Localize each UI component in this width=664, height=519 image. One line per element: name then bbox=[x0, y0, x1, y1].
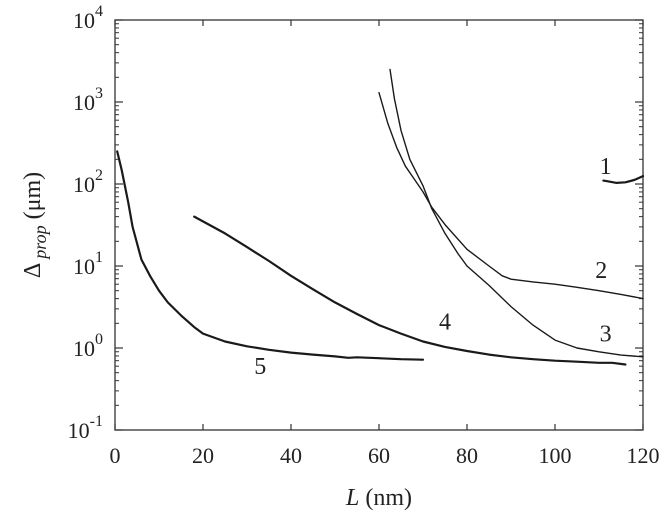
curve-label-5: 5 bbox=[254, 354, 266, 380]
y-tick-label: 103 bbox=[73, 85, 103, 115]
x-tick-label: 60 bbox=[368, 443, 390, 468]
axis-ticks bbox=[114, 19, 644, 431]
series-lines bbox=[116, 68, 645, 366]
x-tick-label: 80 bbox=[456, 443, 478, 468]
y-axis-label-symbol: Δ bbox=[20, 263, 46, 278]
curve-label-1: 1 bbox=[600, 154, 612, 180]
series-line-5 bbox=[116, 150, 425, 361]
x-tick-label: 120 bbox=[627, 443, 660, 468]
y-tick-labels: 10-1 100 101 102 103 104 bbox=[68, 3, 103, 443]
curve-label-4: 4 bbox=[439, 310, 451, 336]
curve-label-2: 2 bbox=[595, 258, 607, 284]
x-axis-label-var: L bbox=[345, 485, 359, 511]
x-axis-label: L (nm) bbox=[345, 485, 412, 511]
y-axis-label-unit: (μm) bbox=[20, 172, 46, 226]
x-tick-labels: 0 20 40 60 80 100 120 bbox=[110, 443, 660, 468]
y-tick-label: 102 bbox=[73, 167, 103, 197]
y-axis-label-subscript: prop bbox=[30, 225, 50, 260]
y-tick-label: 104 bbox=[73, 3, 103, 33]
x-tick-label: 100 bbox=[539, 443, 572, 468]
y-tick-label: 101 bbox=[73, 249, 103, 279]
x-tick-label: 0 bbox=[110, 443, 121, 468]
series-line-1 bbox=[602, 175, 645, 184]
y-axis-label: Δprop (μm) bbox=[20, 172, 50, 278]
x-tick-label: 40 bbox=[280, 443, 302, 468]
series-line-4 bbox=[193, 215, 627, 366]
x-axis-label-unit: (nm) bbox=[359, 485, 412, 511]
series-line-3 bbox=[389, 68, 644, 358]
y-tick-label: 10-1 bbox=[68, 413, 103, 443]
plot-area: 1 2 3 4 5 bbox=[114, 19, 645, 431]
plot-frame bbox=[114, 19, 644, 431]
curve-labels: 1 2 3 4 5 bbox=[254, 154, 611, 380]
y-tick-label: 100 bbox=[73, 331, 103, 361]
curve-label-3: 3 bbox=[600, 322, 612, 348]
series-line-2 bbox=[378, 92, 644, 300]
x-tick-label: 20 bbox=[192, 443, 214, 468]
